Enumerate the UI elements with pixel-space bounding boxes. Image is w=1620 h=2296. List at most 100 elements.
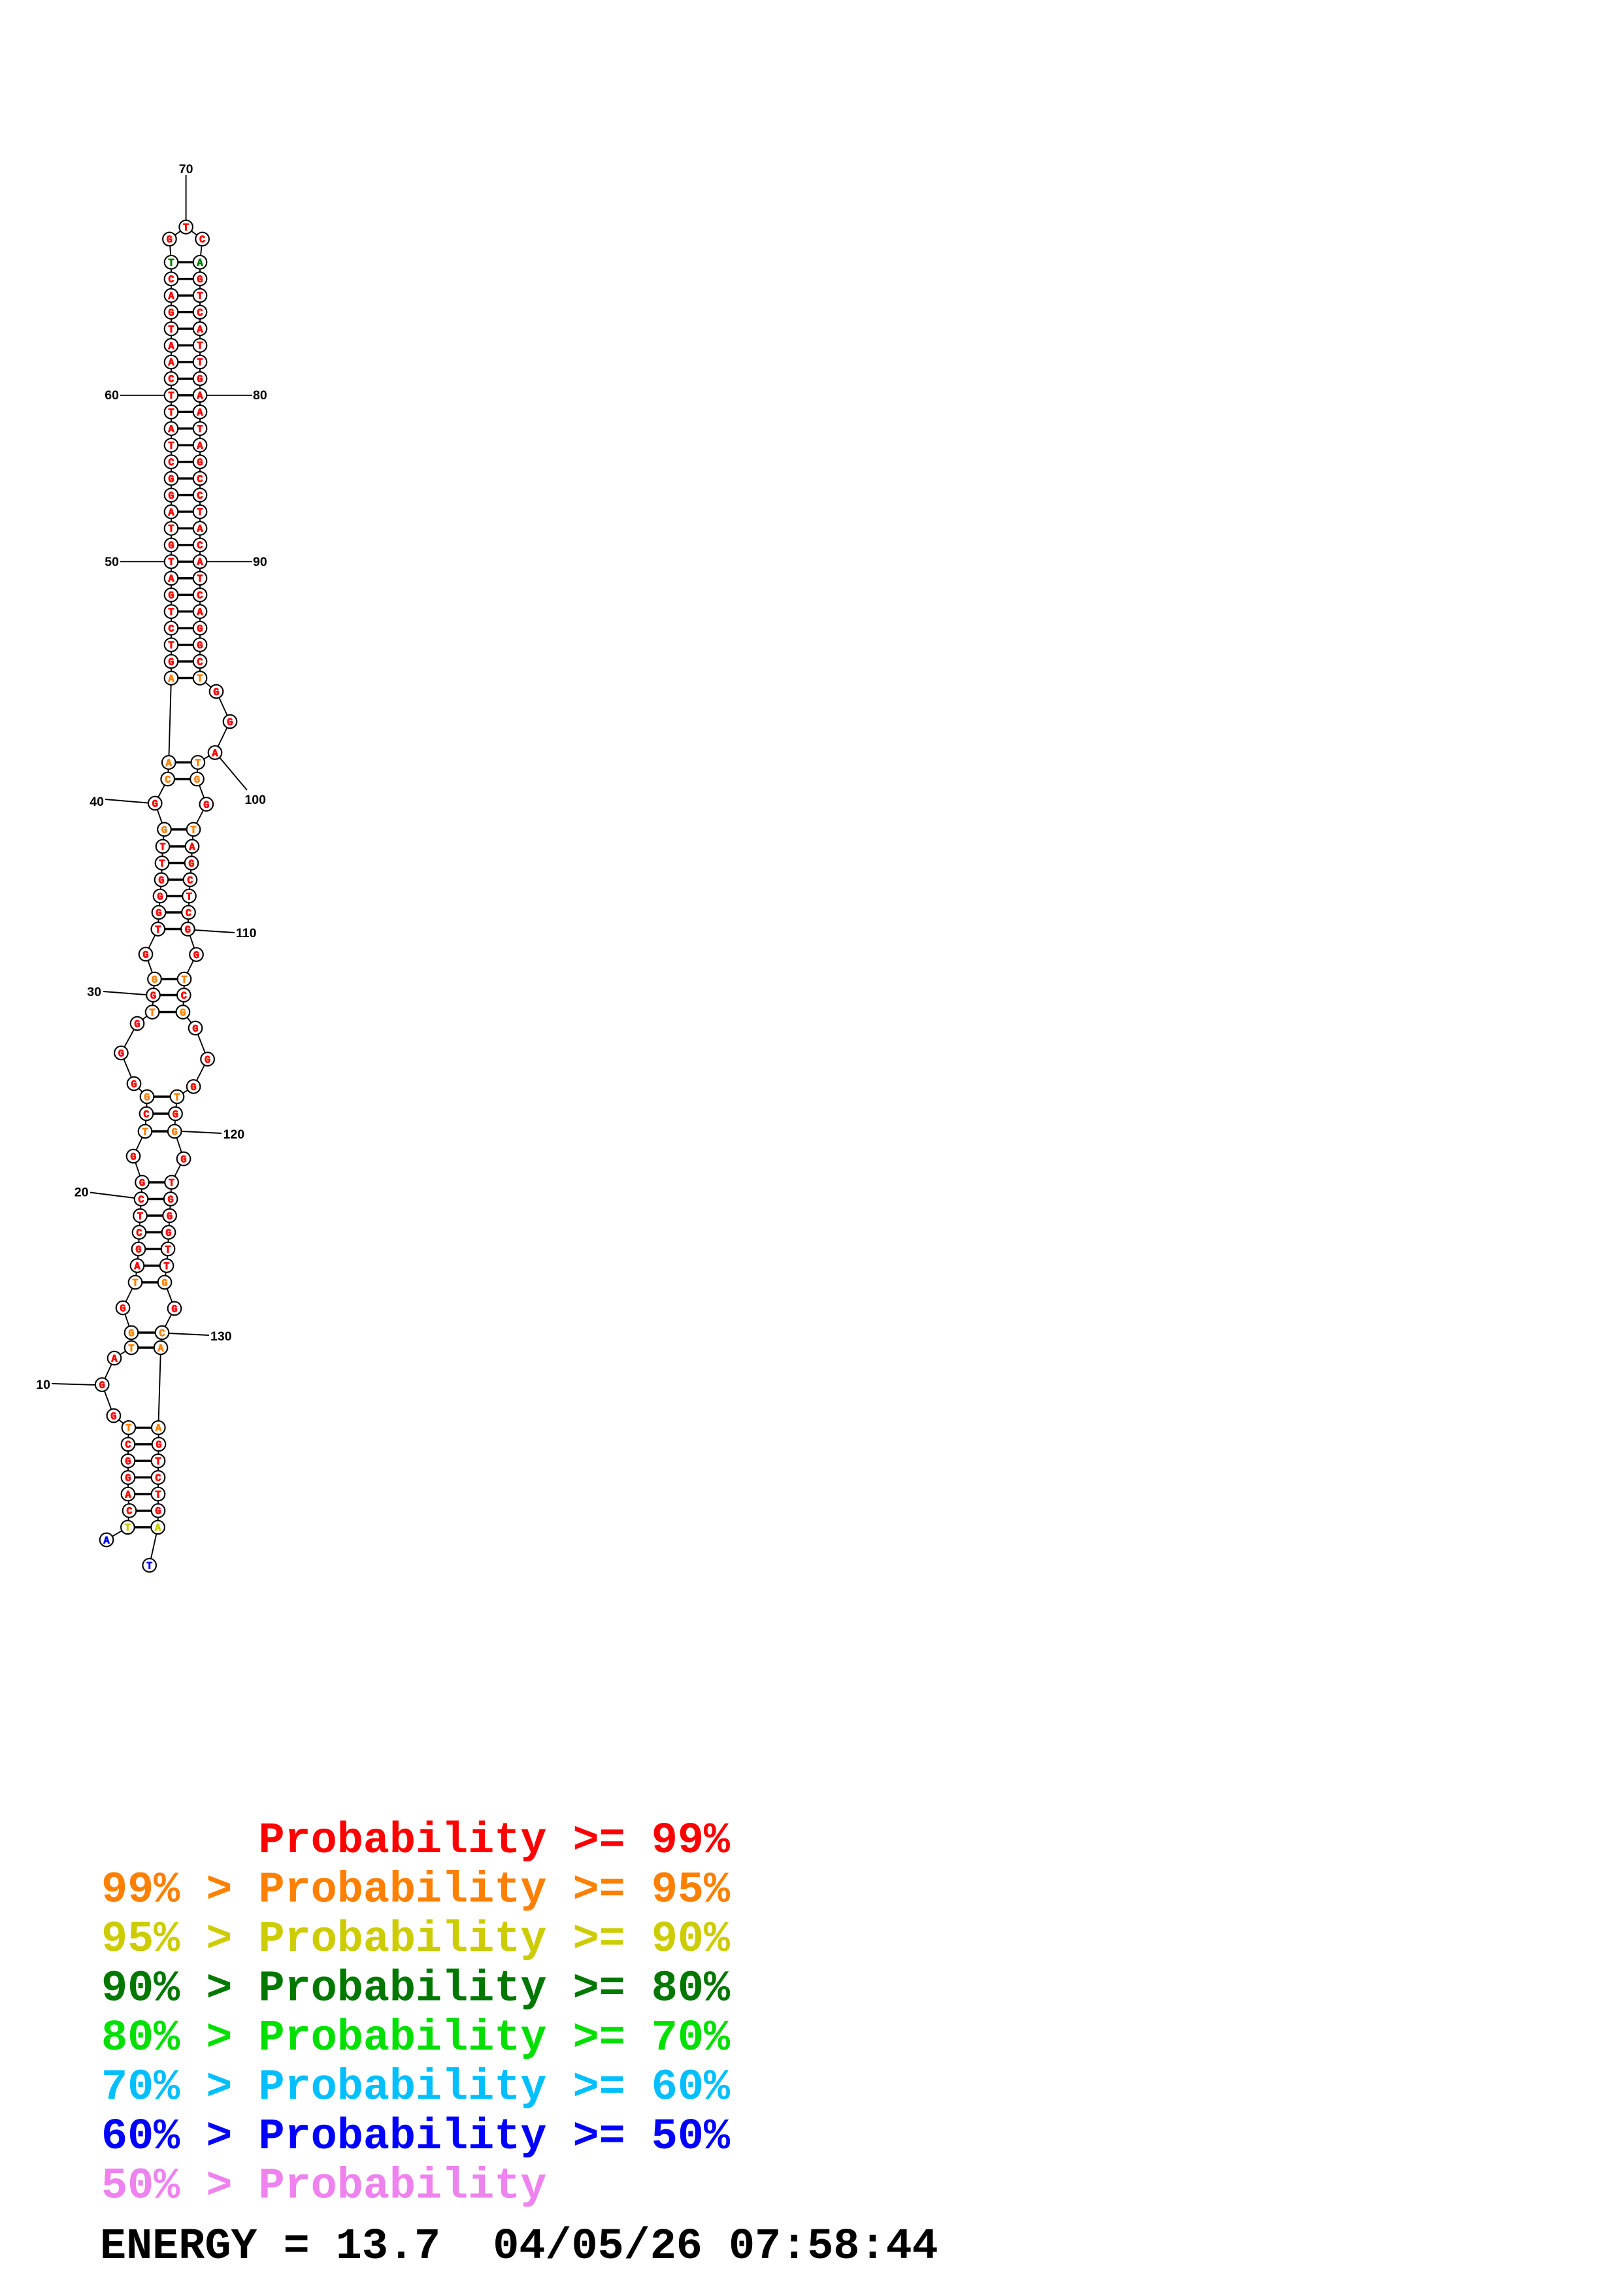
svg-text:T: T — [128, 1342, 134, 1354]
svg-text:A: A — [155, 1522, 161, 1534]
svg-text:G: G — [192, 1023, 198, 1035]
svg-text:ENERGY = 13.7: ENERGY = 13.7 — [100, 2222, 440, 2272]
svg-text:T: T — [168, 324, 174, 335]
svg-text:A: A — [111, 1353, 118, 1365]
svg-text:T: T — [197, 573, 203, 585]
svg-text:90% > Probability >= 80%: 90% > Probability >= 80% — [101, 1965, 731, 2014]
svg-text:50: 50 — [105, 555, 119, 569]
svg-text:T: T — [168, 607, 174, 618]
svg-text:G: G — [168, 307, 174, 319]
svg-text:100: 100 — [244, 793, 266, 807]
svg-text:G: G — [120, 1303, 125, 1314]
svg-text:T: T — [195, 757, 201, 769]
svg-text:G: G — [197, 274, 203, 286]
svg-text:T: T — [197, 424, 203, 435]
svg-text:T: T — [155, 924, 161, 936]
svg-text:G: G — [197, 623, 203, 635]
svg-text:C: C — [197, 590, 203, 601]
svg-text:130: 130 — [210, 1329, 232, 1344]
svg-text:C: C — [168, 374, 174, 386]
svg-text:A: A — [168, 507, 174, 518]
svg-text:90: 90 — [253, 555, 267, 569]
svg-text:G: G — [205, 1054, 210, 1066]
svg-text:T: T — [197, 290, 203, 302]
svg-text:G: G — [197, 457, 203, 469]
svg-text:C: C — [165, 774, 171, 786]
svg-text:G: G — [188, 858, 194, 870]
svg-text:C: C — [186, 907, 191, 919]
svg-text:T: T — [168, 407, 174, 419]
svg-text:T: T — [190, 824, 196, 836]
svg-text:G: G — [227, 716, 233, 728]
svg-text:C: C — [155, 1472, 161, 1484]
svg-text:T: T — [169, 1177, 174, 1189]
svg-text:T: T — [163, 1261, 169, 1273]
svg-text:T: T — [168, 258, 174, 269]
svg-text:A: A — [125, 1489, 131, 1501]
svg-text:Probability >= 99%: Probability >= 99% — [258, 1816, 730, 1866]
svg-text:G: G — [197, 640, 203, 652]
svg-text:C: C — [138, 1194, 144, 1206]
svg-text:G: G — [161, 1277, 167, 1289]
svg-text:C: C — [181, 990, 187, 1002]
svg-text:G: G — [194, 774, 200, 786]
svg-text:G: G — [193, 950, 199, 961]
svg-text:A: A — [197, 440, 203, 452]
svg-text:G: G — [150, 990, 156, 1002]
svg-text:T: T — [165, 1244, 171, 1256]
svg-text:G: G — [131, 1078, 137, 1090]
svg-text:50% > Probability: 50% > Probability — [101, 2162, 546, 2212]
svg-text:T: T — [183, 222, 189, 234]
svg-text:A: A — [168, 341, 174, 352]
svg-text:70% > Probability >= 60%: 70% > Probability >= 60% — [101, 2063, 731, 2113]
svg-text:C: C — [187, 874, 193, 886]
svg-text:C: C — [168, 623, 174, 635]
svg-text:G: G — [168, 1194, 174, 1206]
svg-text:G: G — [171, 1303, 177, 1315]
svg-text:20: 20 — [74, 1186, 89, 1200]
svg-text:G: G — [128, 1327, 134, 1339]
svg-text:60% > Probability >= 50%: 60% > Probability >= 50% — [101, 2112, 731, 2162]
svg-text:T: T — [125, 1423, 131, 1435]
svg-text:T: T — [197, 357, 203, 369]
svg-text:T: T — [155, 1456, 161, 1467]
svg-text:G: G — [168, 590, 174, 602]
svg-text:04/05/26 07:58:44: 04/05/26 07:58:44 — [493, 2222, 938, 2272]
svg-text:G: G — [173, 1108, 178, 1120]
svg-text:T: T — [142, 1126, 148, 1138]
svg-text:T: T — [146, 1560, 152, 1572]
svg-text:A: A — [168, 357, 174, 369]
svg-text:T: T — [181, 974, 187, 986]
svg-text:T: T — [150, 1007, 156, 1019]
svg-text:70: 70 — [179, 162, 193, 176]
svg-text:G: G — [144, 1091, 150, 1103]
svg-text:G: G — [125, 1456, 131, 1467]
svg-text:C: C — [197, 490, 203, 502]
svg-text:G: G — [125, 1472, 131, 1484]
svg-text:C: C — [143, 1108, 149, 1120]
svg-text:G: G — [118, 1048, 124, 1059]
svg-text:G: G — [172, 1126, 178, 1138]
svg-text:T: T — [186, 891, 192, 903]
svg-text:A: A — [168, 573, 174, 585]
svg-text:G: G — [167, 234, 173, 246]
svg-text:G: G — [110, 1410, 116, 1422]
svg-text:A: A — [166, 757, 173, 769]
svg-text:G: G — [99, 1380, 105, 1391]
svg-text:G: G — [134, 1018, 140, 1030]
svg-text:G: G — [135, 1244, 141, 1256]
svg-text:G: G — [152, 798, 158, 810]
svg-text:G: G — [185, 924, 191, 936]
svg-text:A: A — [168, 673, 174, 685]
svg-text:T: T — [159, 841, 165, 853]
svg-text:G: G — [168, 490, 174, 502]
svg-text:G: G — [168, 473, 174, 485]
svg-text:99% > Probability >= 95%: 99% > Probability >= 95% — [101, 1866, 731, 1916]
svg-text:C: C — [197, 307, 203, 319]
svg-text:T: T — [197, 341, 203, 352]
svg-text:G: G — [155, 1506, 161, 1518]
svg-text:A: A — [157, 1342, 164, 1354]
svg-text:G: G — [161, 824, 167, 836]
svg-text:95% > Probability >= 90%: 95% > Probability >= 90% — [101, 1915, 731, 1965]
svg-text:T: T — [174, 1091, 180, 1103]
